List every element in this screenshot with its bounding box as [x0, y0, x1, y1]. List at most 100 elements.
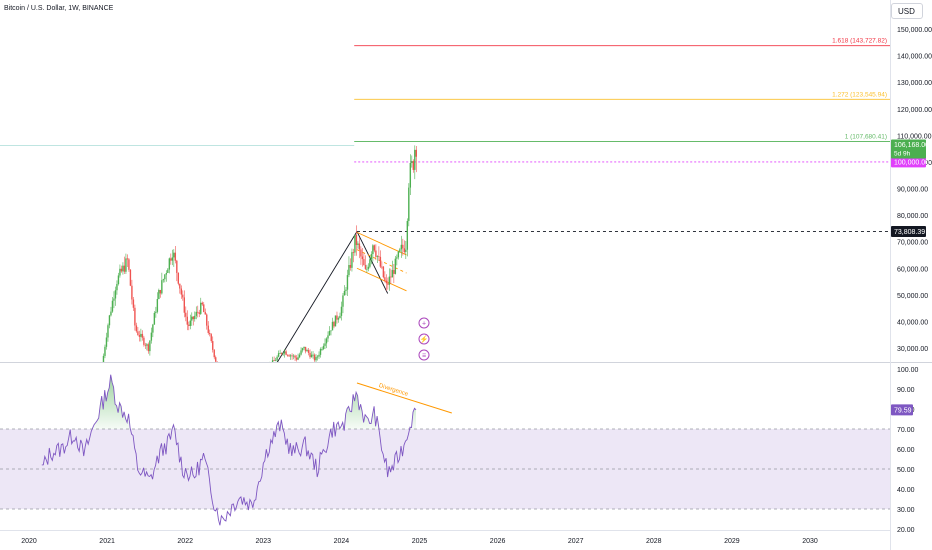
candle-body — [191, 316, 193, 321]
candle-body — [227, 377, 228, 378]
candle-body — [107, 325, 109, 338]
candle-body — [220, 370, 221, 373]
candle-body — [396, 257, 398, 259]
candle-body — [111, 300, 114, 312]
rsi-panel[interactable]: Divergence — [0, 374, 890, 526]
candle-body — [257, 378, 258, 380]
divergence-line[interactable] — [356, 382, 452, 414]
candle-body — [153, 312, 156, 325]
candle-body — [212, 341, 214, 350]
candle-body — [375, 250, 377, 257]
candle-body — [394, 258, 397, 274]
price-axis-tick-label: 150,000.00 — [897, 27, 932, 34]
candle-body — [400, 244, 403, 250]
add-indicator-icon[interactable] — [418, 317, 430, 329]
time-axis-tick-label: 2022 — [177, 538, 193, 545]
price-panel[interactable]: + ⚡ ≡ — [0, 45, 890, 388]
badge-100k-bg — [891, 156, 926, 168]
candle-body — [135, 325, 138, 332]
candle-body — [277, 353, 280, 357]
candle-body — [387, 283, 389, 285]
rsi-axis-tick-label: 70.00 — [897, 427, 915, 434]
candle-body — [102, 355, 105, 362]
candle-body — [327, 335, 329, 339]
candle-body — [342, 295, 344, 307]
price-axis-tick-label: 120,000.00 — [897, 107, 932, 114]
candle-body — [322, 345, 325, 350]
candle-body — [200, 302, 202, 314]
candle-body — [165, 273, 168, 275]
candle-body — [310, 354, 313, 358]
candle-body — [246, 383, 247, 384]
candle-body — [351, 252, 353, 268]
candle-body — [223, 376, 224, 377]
candle-body — [361, 256, 364, 260]
candle-body — [243, 383, 244, 384]
price-axis-tick-label: 110,000.00 — [897, 133, 932, 140]
candle-body — [126, 258, 129, 260]
candle-body — [254, 381, 255, 382]
candle-body — [140, 333, 142, 337]
candle-body — [334, 315, 337, 327]
candle-body — [402, 244, 404, 249]
candle-body — [162, 279, 165, 281]
level-label-1.272: 1.272 (123,545.94) — [832, 91, 887, 98]
candle-body — [171, 257, 174, 261]
candle-body — [137, 331, 139, 336]
trend-line[interactable] — [356, 231, 389, 294]
candle-body — [304, 346, 307, 352]
candle-body — [207, 325, 209, 333]
price-axis-tick-label: 60,000.00 — [897, 266, 928, 273]
candle-body — [382, 266, 385, 278]
candle-body — [280, 352, 283, 354]
rsi-axis-tick-label: 30.00 — [897, 507, 915, 514]
candle-body — [370, 254, 373, 260]
trend-line[interactable] — [263, 231, 358, 386]
candle-body — [143, 337, 145, 345]
badge-ath-bg — [891, 226, 926, 238]
candle-body — [349, 264, 352, 268]
candle-body — [279, 352, 281, 354]
rsi-axis-tick-label: 50.00 — [897, 467, 915, 474]
candle-body — [105, 337, 108, 347]
candle-body — [120, 268, 123, 272]
time-axis-tick-label: 2026 — [490, 538, 506, 545]
candle-body — [292, 355, 295, 357]
candle-body — [372, 245, 374, 255]
candle-body — [131, 285, 133, 300]
currency-button[interactable]: USD — [891, 3, 923, 19]
price-axis-tick-label: 40,000.00 — [897, 319, 928, 326]
lightning-icon[interactable] — [418, 333, 430, 345]
candle-body — [179, 283, 181, 289]
time-axis-tick-label: 2025 — [412, 538, 428, 545]
channel-line[interactable] — [356, 267, 407, 292]
candle-body — [276, 356, 278, 361]
candle-body — [306, 350, 308, 352]
candle-body — [345, 289, 347, 291]
candle-body — [189, 320, 191, 326]
price-axis-tick-label: 80,000.00 — [897, 213, 928, 220]
rsi-overbought-fill — [41, 374, 417, 429]
candle-body — [266, 372, 267, 374]
time-axis-tick-label: 2028 — [646, 538, 662, 545]
candle-body — [340, 306, 343, 316]
candle-body — [415, 149, 418, 157]
badge-100k: 100,000.00 — [894, 159, 929, 166]
channel-line[interactable] — [356, 231, 407, 256]
candle-body — [185, 312, 187, 317]
candle-body — [316, 356, 319, 358]
candle-body — [273, 360, 275, 362]
candle-body — [176, 260, 178, 273]
candle-body — [229, 376, 230, 377]
candle-body — [161, 280, 163, 294]
candle-body — [318, 354, 320, 357]
candle-body — [258, 377, 259, 378]
flag-icon[interactable] — [418, 349, 430, 361]
candle-body — [381, 266, 383, 268]
candle-body — [224, 377, 225, 378]
rsi-line[interactable] — [41, 374, 417, 526]
candle-body — [122, 265, 124, 272]
candle-body — [300, 350, 302, 355]
candle-body — [412, 161, 415, 170]
